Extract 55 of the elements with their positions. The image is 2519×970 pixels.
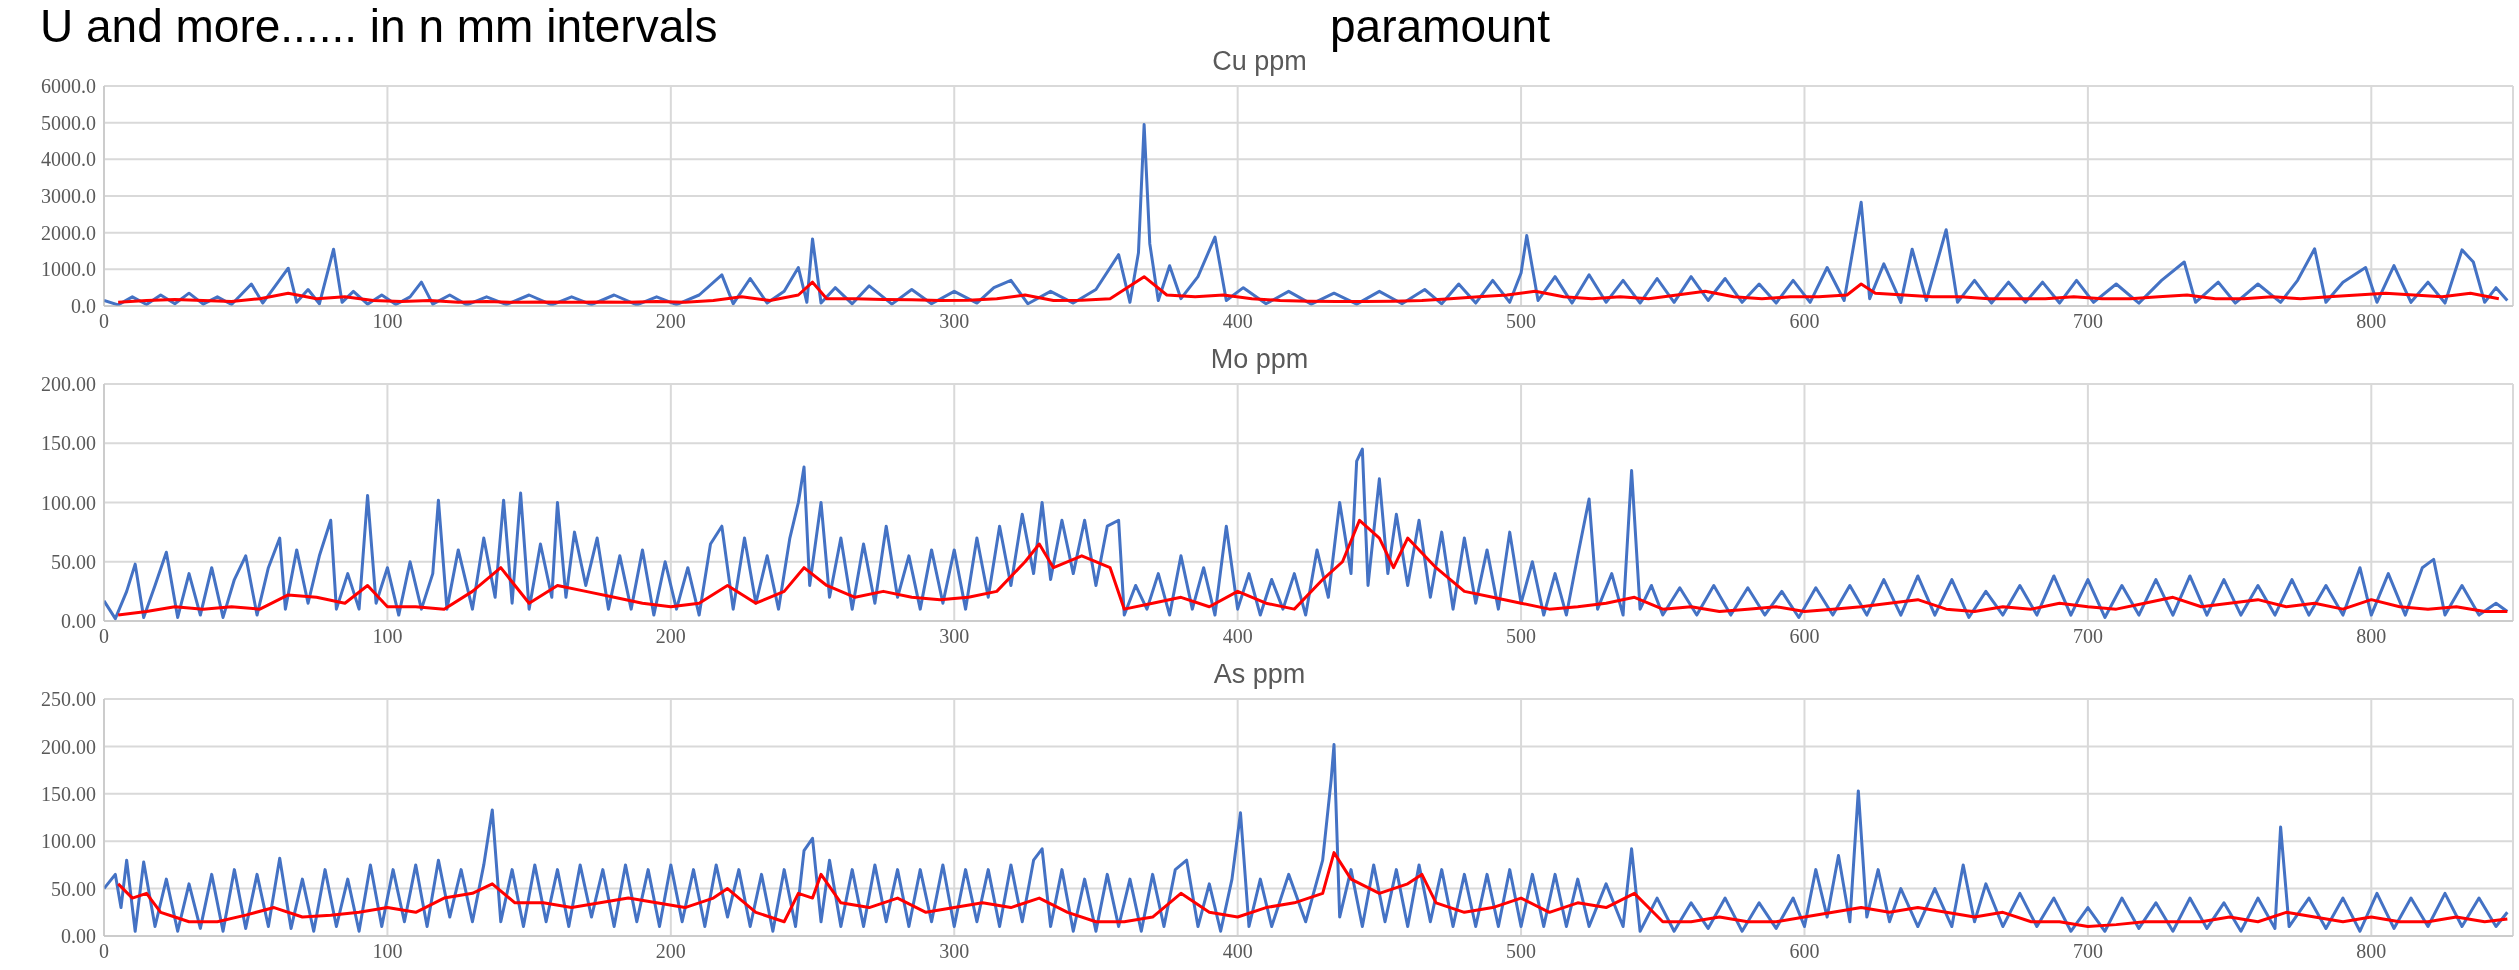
y-tick-label: 3000.0	[41, 185, 96, 208]
x-tick-label: 200	[655, 625, 686, 648]
x-tick-label: 100	[372, 310, 403, 333]
y-tick-label: 150.00	[41, 432, 96, 455]
x-tick-label: 400	[1222, 940, 1253, 963]
x-tick-label: 800	[2356, 940, 2387, 963]
x-tick-label: 300	[939, 310, 970, 333]
x-tick-label: 500	[1506, 940, 1537, 963]
y-tick-label: 5000.0	[41, 111, 96, 134]
line-series	[116, 851, 2509, 929]
x-tick-label: 600	[1789, 625, 1820, 648]
y-tick-label: 100.00	[41, 491, 96, 514]
x-tick-label: 100	[372, 625, 403, 648]
text: paramount	[1330, 0, 1550, 52]
x-tick-label: 800	[2356, 625, 2387, 648]
chart-title: Mo ppm	[1209, 344, 1310, 375]
y-tick-label: 150.00	[41, 782, 96, 805]
chart-title: Cu ppm	[1212, 46, 1307, 76]
x-tick-label: 800	[2356, 310, 2387, 333]
y-tick-label: 2000.0	[41, 221, 96, 244]
line-series	[116, 275, 2501, 304]
y-tick-label: 1000.0	[41, 258, 96, 281]
x-tick-label: 0	[99, 940, 109, 963]
y-tick-label: 50.00	[51, 550, 96, 573]
x-tick-label: 700	[2072, 310, 2103, 333]
x-tick-label: 200	[655, 310, 686, 333]
y-tick-label: 4000.0	[41, 148, 96, 171]
x-tick-label: 500	[1506, 625, 1537, 648]
text: U and more...... in n mm intervals	[40, 0, 718, 52]
y-tick-label: 200.00	[41, 373, 96, 396]
y-tick-label: 0.00	[61, 925, 96, 948]
x-tick-label: 300	[939, 625, 970, 648]
y-tick-label: 200.00	[41, 735, 96, 758]
x-tick-label: 500	[1506, 310, 1537, 333]
x-tick-label: 400	[1222, 310, 1253, 333]
line-series	[104, 743, 2509, 933]
x-tick-label: 300	[939, 940, 970, 963]
x-tick-label: 400	[1222, 625, 1253, 648]
y-tick-label: 0.00	[61, 610, 96, 633]
y-tick-label: 100.00	[41, 830, 96, 853]
y-tick-label: 6000.0	[41, 75, 96, 98]
x-tick-label: 100	[372, 940, 403, 963]
x-tick-label: 600	[1789, 940, 1820, 963]
y-tick-label: 250.00	[41, 688, 96, 711]
x-tick-label: 600	[1789, 310, 1820, 333]
y-tick-label: 50.00	[51, 877, 96, 900]
y-tick-label: 0.0	[71, 295, 96, 318]
x-tick-label: 700	[2072, 940, 2103, 963]
line-series	[104, 447, 2509, 621]
x-tick-label: 200	[655, 940, 686, 963]
x-tick-label: 700	[2072, 625, 2103, 648]
chart-title: As ppm	[1212, 659, 1307, 690]
x-tick-label: 0	[99, 625, 109, 648]
line-series	[116, 518, 2509, 617]
x-tick-label: 0	[99, 310, 109, 333]
